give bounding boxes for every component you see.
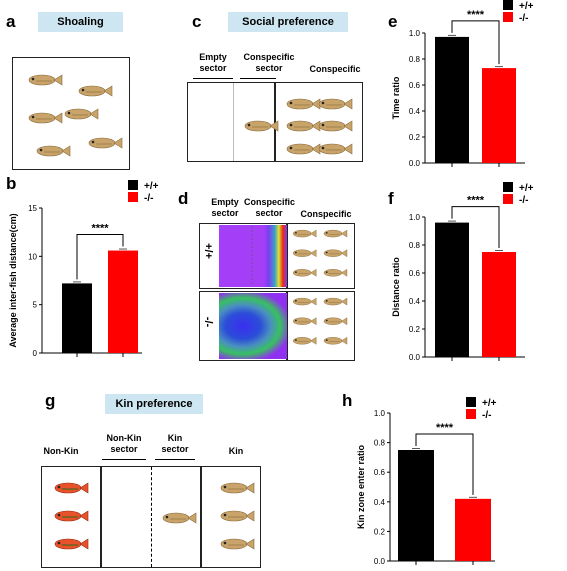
chart-h-ytick-label: 0.6 <box>374 468 386 477</box>
chart-h-ytick-label: 0.8 <box>374 439 386 448</box>
chart-b-legend-swatch-1 <box>128 192 138 202</box>
chart-e-significance-stars: **** <box>467 9 485 21</box>
chart-e-ytick-label: 0.6 <box>409 81 421 90</box>
panel-c-title: Social preference <box>228 12 348 32</box>
g-sector-divider <box>151 467 152 567</box>
chart-h-ytick-label: 0.4 <box>374 498 386 507</box>
c-test-tank <box>187 82 275 162</box>
chart-f-significance-bracket <box>451 206 500 248</box>
g-kin-underline <box>155 459 195 460</box>
chart-e-ytick-label: 0.8 <box>409 55 421 64</box>
chart-f-significance-stars: **** <box>467 195 485 207</box>
g-kin-tank <box>201 466 261 568</box>
chart-b-significance-bracket <box>76 234 124 280</box>
panel-a-title: Shoaling <box>38 12 123 32</box>
chart-e-ytick-label: 0.0 <box>409 159 421 168</box>
chart-h-legend-swatch-1 <box>466 409 476 419</box>
panel-g-letter: g <box>45 391 56 410</box>
chart-f-ytick-label: 0.0 <box>409 353 421 362</box>
panel-a-letter: a <box>6 12 16 31</box>
panel-e-letter: e <box>388 12 398 31</box>
chart-e-ytick-label: 0.4 <box>409 107 421 116</box>
g-test-tank <box>101 466 201 568</box>
chart-f-ytick-label: 0.6 <box>409 269 421 278</box>
d-conspecific-label: Conspecific <box>300 209 352 219</box>
panel-f-letter: f <box>388 189 394 208</box>
c-sector-divider <box>233 83 234 161</box>
chart-b-bar-mut <box>108 250 138 353</box>
chart-b-ytick-label: 0 <box>33 349 38 358</box>
chart-h-ytick-label: 0.0 <box>374 557 386 566</box>
panel-h-letter: h <box>342 391 353 410</box>
chart-b-legend-label-1: -/- <box>144 193 153 204</box>
chart-f-legend-swatch-1 <box>503 194 513 204</box>
chart-e-ylabel: Time ratio <box>391 76 401 119</box>
chart-h-legend-swatch-0 <box>466 397 476 407</box>
chart-f-ytick-label: 1.0 <box>409 213 421 222</box>
g-kin-label: Kin <box>228 446 244 456</box>
chart-b-significance-stars: **** <box>91 223 109 235</box>
panel-g-title: Kin preference <box>105 394 203 414</box>
chart-f-ylabel: Distance ratio <box>391 257 401 317</box>
g-nonkin-sector-label: Non-Kin sector <box>106 433 142 454</box>
chart-h-ylabel: Kin zone enter ratio <box>356 444 366 529</box>
d-heatmap-mut <box>219 293 287 359</box>
chart-e-ytick-label: 1.0 <box>409 29 421 38</box>
c-conspecific-tank <box>275 82 363 162</box>
shoaling-tank <box>12 57 130 170</box>
chart-b-ytick-label: 10 <box>28 252 37 261</box>
chart-h-significance-bracket <box>415 433 474 495</box>
chart-b-legend-label-0: +/+ <box>144 181 159 192</box>
chart-b-bar-wt <box>62 283 92 353</box>
d-heatmap-wt <box>219 225 287 287</box>
chart-b-legend-swatch-0 <box>128 180 138 190</box>
chart-f-bar-wt <box>435 222 469 357</box>
d-empty-sector-label: Empty sector <box>211 197 239 218</box>
panel-b-letter: b <box>6 174 17 193</box>
chart-b-ylabel: Average inter-fish distance(cm) <box>8 213 18 347</box>
chart-f-legend-label-0: +/+ <box>519 183 534 194</box>
d-mut-conspecific-tank <box>287 291 355 361</box>
panel-c-letter: c <box>192 12 202 31</box>
chart-e-legend-swatch-1 <box>503 12 513 22</box>
c-conspecific-underline <box>240 78 276 79</box>
chart-h-bar-mut <box>455 498 491 561</box>
c-empty-sector-label: Empty sector <box>199 52 227 73</box>
chart-e-legend-label-1: -/- <box>519 13 528 24</box>
c-conspecific-sector-label: Conspecific sector <box>243 52 295 73</box>
c-empty-underline <box>193 78 233 79</box>
d-conspecific-sector-label: Conspecific sector <box>244 197 296 218</box>
chart-e-significance-bracket <box>451 20 500 65</box>
chart-h-ytick-label: 1.0 <box>374 409 386 418</box>
chart-f-legend-swatch-0 <box>503 182 513 192</box>
panel-d-letter: d <box>178 189 189 208</box>
chart-f-legend-label-1: -/- <box>519 195 528 206</box>
d-wt-conspecific-tank <box>287 223 355 289</box>
chart-e-legend-swatch-0 <box>503 0 513 10</box>
chart-f-ytick-label: 0.8 <box>409 241 421 250</box>
chart-h-legend-label-0: +/+ <box>482 398 497 409</box>
chart-e-ytick-label: 0.2 <box>409 133 421 142</box>
chart-b-ytick-label: 15 <box>28 204 37 213</box>
chart-e-legend-label-0: +/+ <box>519 1 534 12</box>
g-kin-sector-label: Kin sector <box>161 433 189 454</box>
g-nonkin-label: Non-Kin <box>43 446 79 456</box>
g-nonkin-tank <box>41 466 101 568</box>
chart-b-ytick-label: 5 <box>33 301 38 310</box>
g-nonkin-underline <box>102 459 146 460</box>
chart-h-legend-label-1: -/- <box>482 410 491 421</box>
chart-e-bar-mut <box>482 68 516 163</box>
chart-h-bar-wt <box>398 450 434 561</box>
chart-h-ytick-label: 0.2 <box>374 527 386 536</box>
c-conspecific-label: Conspecific <box>309 64 361 74</box>
chart-h-significance-stars: **** <box>436 422 454 434</box>
chart-f-bar-mut <box>482 252 516 357</box>
chart-f-ytick-label: 0.2 <box>409 325 421 334</box>
chart-e-bar-wt <box>435 36 469 163</box>
chart-f-ytick-label: 0.4 <box>409 297 421 306</box>
